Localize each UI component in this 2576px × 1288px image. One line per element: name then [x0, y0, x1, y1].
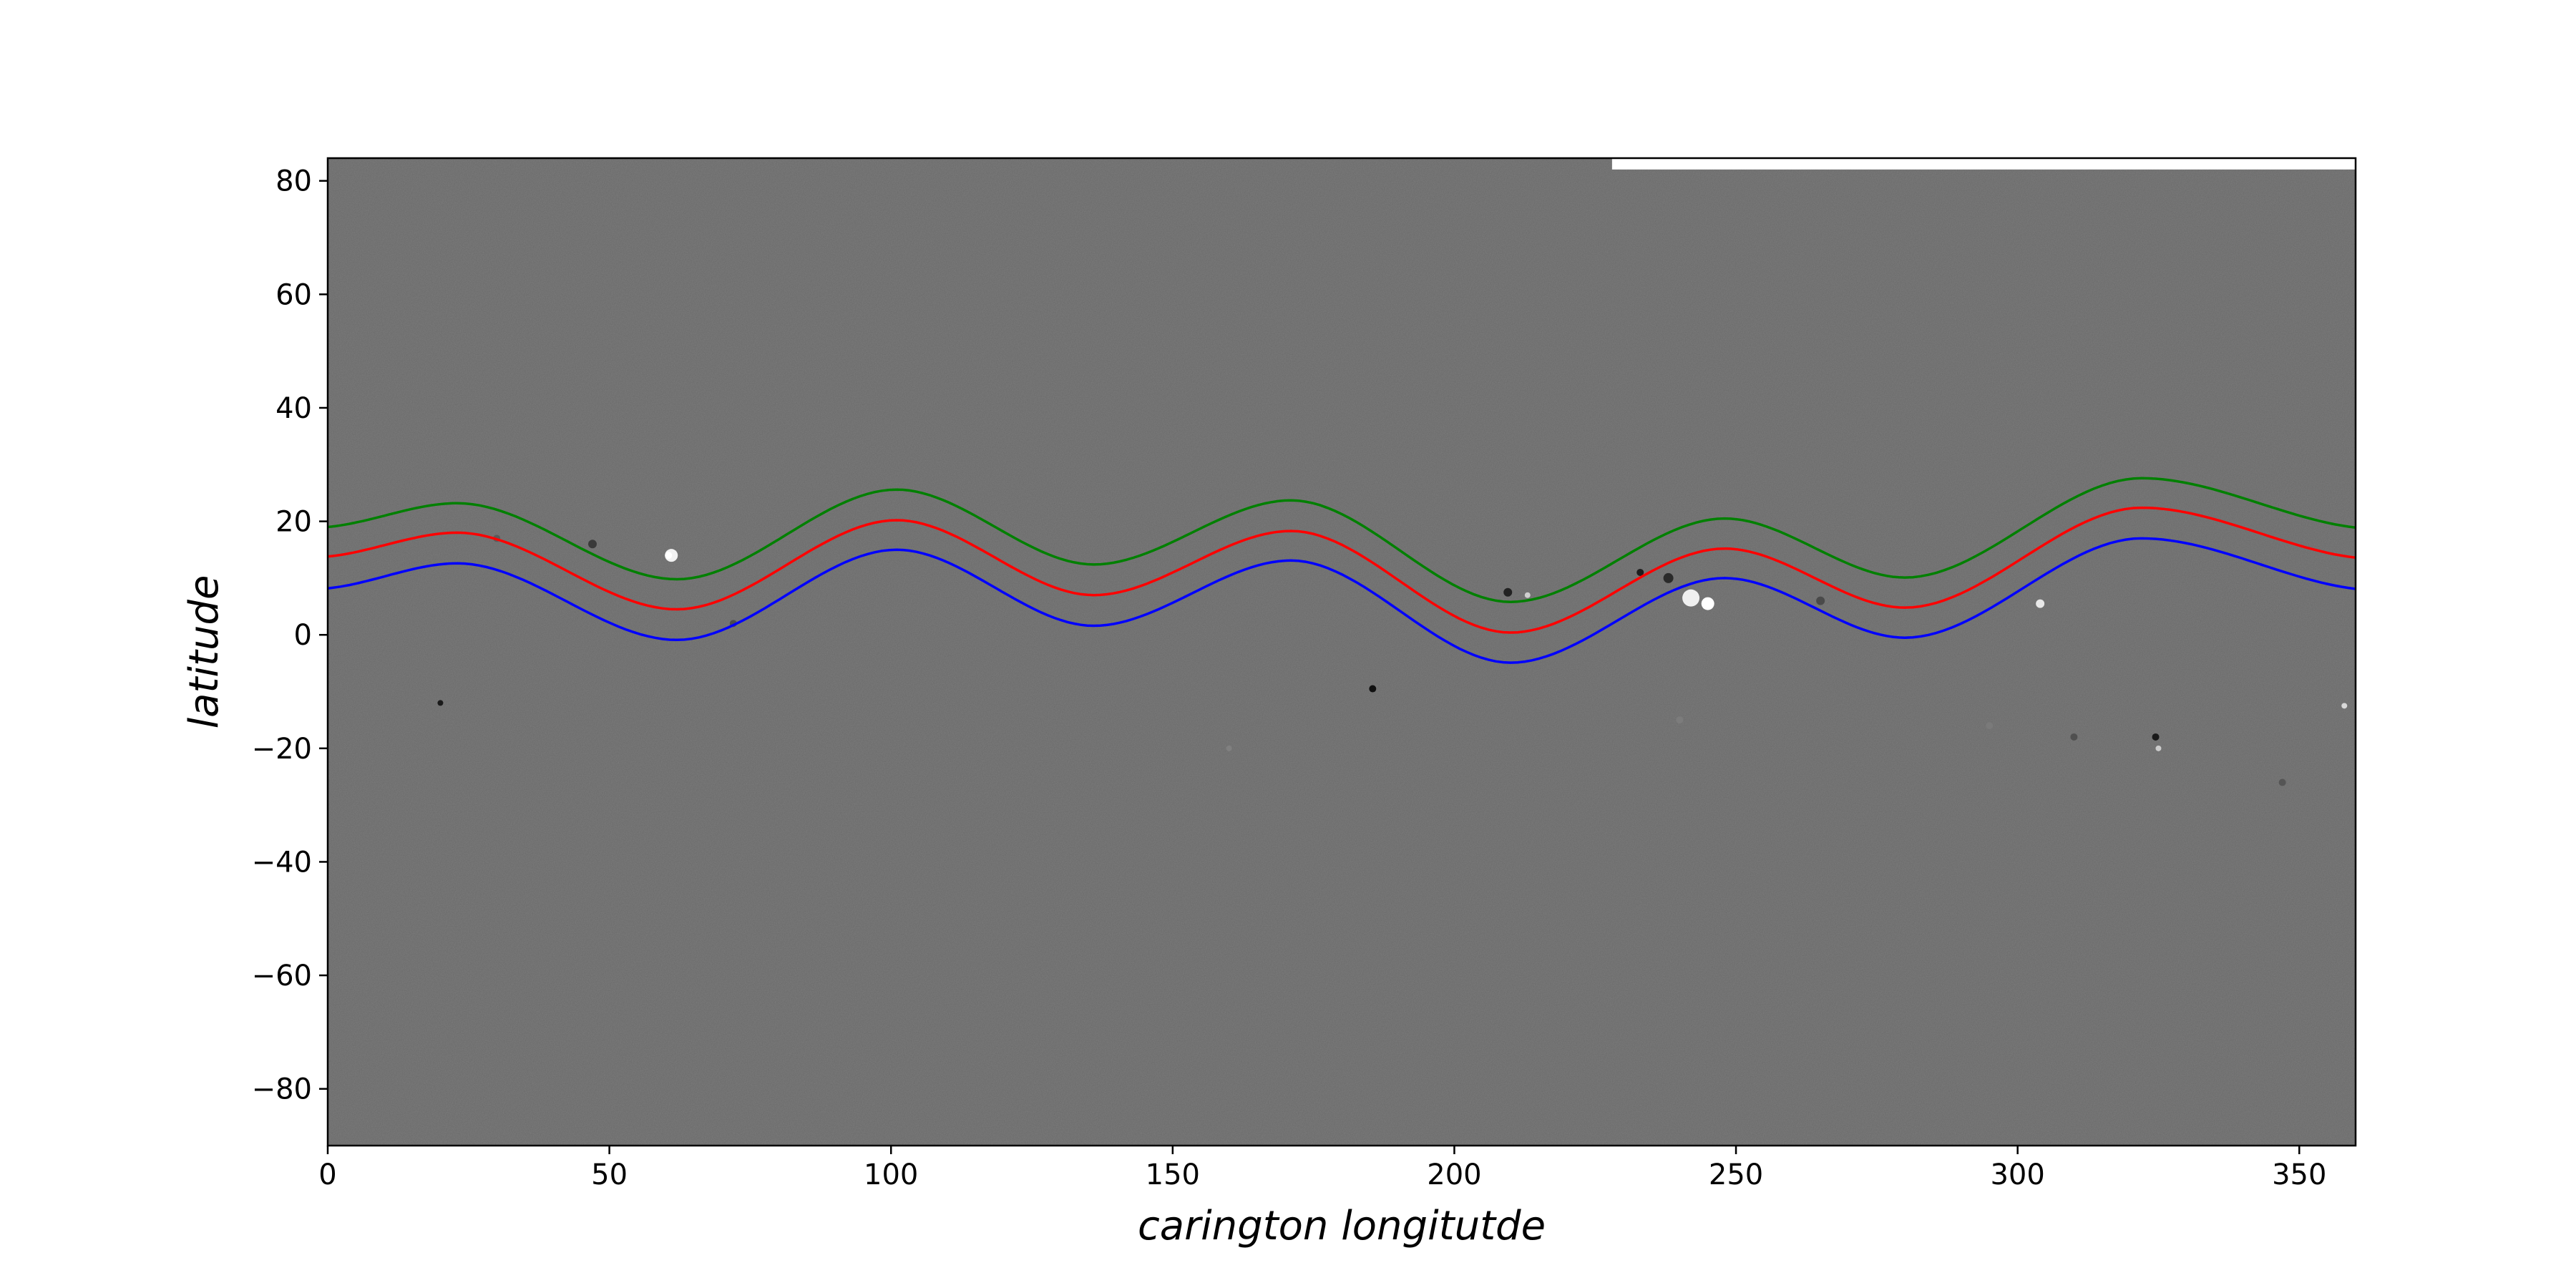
magnetic-feature [437, 700, 444, 706]
magnetic-feature [1369, 685, 1377, 693]
x-tick-label: 100 [864, 1158, 918, 1191]
magnetic-feature [587, 540, 597, 549]
y-tick-label: 40 [275, 392, 312, 425]
x-axis: 0 50 100 150 200 250 300 350 [318, 1146, 2326, 1191]
magnetic-feature [1226, 745, 1232, 751]
magnetic-feature [1676, 716, 1684, 724]
x-axis-label: carington longitutde [1138, 1203, 1546, 1249]
magnetic-feature [1701, 597, 1714, 610]
y-tick-label: −80 [252, 1073, 312, 1106]
x-tick-label: 50 [591, 1158, 628, 1191]
series-lines [328, 477, 2356, 664]
magnetic-feature [665, 552, 673, 560]
magnetic-feature [1663, 572, 1674, 583]
x-tick-label: 200 [1427, 1158, 1481, 1191]
data-gap-strip [1611, 158, 2356, 170]
series-line-2 [328, 506, 2356, 634]
magnetic-feature [2341, 703, 2348, 709]
magnetic-feature [1636, 568, 1644, 576]
y-tick-label: 0 [294, 619, 312, 652]
magnetic-feature [1816, 596, 1825, 605]
magnetic-features [437, 535, 2348, 786]
magnetic-feature [2036, 599, 2045, 608]
magnetic-feature [1524, 592, 1531, 598]
y-tick-label: 20 [275, 506, 312, 539]
y-tick-label: −40 [252, 846, 312, 879]
magnetic-feature [1682, 589, 1700, 607]
magnetic-feature [1503, 587, 1513, 597]
series-line-3 [328, 537, 2356, 664]
y-axis: 80 60 40 20 0 −20 −40 −60 −80 [252, 165, 328, 1106]
plot-area [326, 157, 2357, 1147]
x-tick-label: 350 [2272, 1158, 2326, 1191]
y-tick-label: −60 [252, 960, 312, 992]
plot-frame [326, 157, 2357, 1147]
x-tick-label: 250 [1709, 1158, 1763, 1191]
y-tick-label: 80 [275, 165, 312, 198]
magnetic-feature [2070, 733, 2078, 741]
magnetic-feature [2152, 733, 2160, 741]
magnetic-feature [2278, 779, 2286, 786]
magnetic-feature [2155, 745, 2162, 751]
x-tick-label: 300 [1990, 1158, 2044, 1191]
x-tick-label: 150 [1146, 1158, 1200, 1191]
y-tick-label: −20 [252, 733, 312, 766]
x-tick-label: 0 [318, 1158, 336, 1191]
magnetogram-texture [328, 158, 2356, 1146]
y-tick-label: 60 [275, 278, 312, 311]
series-line-1 [328, 477, 2356, 603]
y-axis-label: latitude [181, 575, 228, 729]
magnetic-feature [1986, 722, 1994, 730]
